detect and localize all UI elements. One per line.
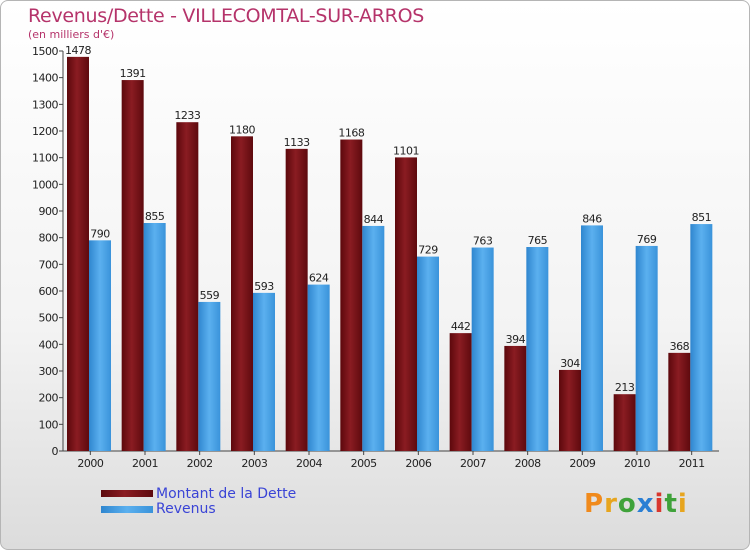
data-label: 1478 bbox=[65, 44, 91, 57]
bar-dette bbox=[67, 56, 89, 451]
bar-revenus bbox=[253, 292, 275, 451]
bar-revenus bbox=[526, 247, 549, 451]
legend-label-revenus: Revenus bbox=[156, 501, 216, 517]
y-tick-label: 600 bbox=[39, 285, 59, 298]
data-label: 729 bbox=[418, 244, 438, 257]
bar-revenus bbox=[417, 256, 439, 451]
bar-dette bbox=[285, 148, 308, 451]
legend-label-dette: Montant de la Dette bbox=[156, 486, 297, 502]
legend-swatch-dette bbox=[101, 490, 153, 497]
data-label: 1180 bbox=[229, 123, 255, 136]
chart-subtitle: (en milliers d'€) bbox=[28, 28, 115, 41]
data-label: 1391 bbox=[120, 67, 146, 80]
bar-revenus bbox=[471, 247, 494, 451]
x-tick-label: 2011 bbox=[679, 457, 705, 470]
bar-revenus bbox=[690, 224, 713, 451]
bar-revenus bbox=[581, 225, 603, 451]
y-tick-label: 1300 bbox=[32, 98, 58, 111]
data-label: 844 bbox=[364, 213, 384, 226]
y-tick-label: 1500 bbox=[32, 45, 58, 58]
y-tick-label: 100 bbox=[39, 418, 59, 431]
x-axis: 2000 2001 2002 2003 2004 2005 2006 2007 2008 2009… bbox=[63, 450, 719, 470]
x-tick-label: 2006 bbox=[405, 457, 431, 470]
data-label: 769 bbox=[637, 233, 657, 246]
x-tick-label: 2000 bbox=[77, 457, 103, 470]
y-axis: 0 100 200 300 400 500 600 700 800 900 1000 1100 1200… bbox=[32, 45, 64, 458]
bar-revenus bbox=[143, 223, 166, 451]
data-label: 304 bbox=[560, 357, 580, 370]
bar-dette bbox=[668, 352, 691, 451]
x-tick-label: 2009 bbox=[569, 457, 595, 470]
y-tick-label: 800 bbox=[39, 232, 59, 245]
data-label: 368 bbox=[670, 340, 690, 353]
bar-dette bbox=[176, 122, 199, 451]
bar-revenus bbox=[89, 240, 111, 451]
x-tick-label: 2010 bbox=[624, 457, 650, 470]
chart-title: Revenus/Dette - VILLECOMTAL-SUR-ARROS bbox=[28, 5, 424, 27]
x-tick-label: 2004 bbox=[296, 457, 322, 470]
data-label: 763 bbox=[473, 235, 493, 248]
data-label: 1101 bbox=[393, 144, 419, 157]
bar-dette bbox=[559, 369, 581, 451]
x-tick-label: 2008 bbox=[515, 457, 541, 470]
x-tick-label: 2005 bbox=[351, 457, 377, 470]
bar-revenus bbox=[362, 225, 385, 451]
legend bbox=[101, 490, 153, 513]
bar-dette bbox=[504, 345, 527, 451]
y-tick-label: 300 bbox=[39, 365, 59, 378]
y-tick-label: 1200 bbox=[32, 125, 58, 138]
data-label: 851 bbox=[692, 211, 712, 224]
y-tick-label: 400 bbox=[39, 338, 59, 351]
y-tick-label: 200 bbox=[39, 392, 59, 405]
bar-revenus bbox=[198, 301, 221, 451]
data-label: 790 bbox=[90, 227, 110, 240]
x-tick-label: 2003 bbox=[241, 457, 267, 470]
data-label: 855 bbox=[145, 210, 165, 223]
data-label: 559 bbox=[200, 289, 220, 302]
data-label: 765 bbox=[528, 234, 548, 247]
x-tick-label: 2002 bbox=[187, 457, 213, 470]
data-label: 1233 bbox=[174, 109, 200, 122]
data-label: 213 bbox=[615, 381, 635, 394]
x-tick-label: 2007 bbox=[460, 457, 486, 470]
bar-dette bbox=[449, 333, 472, 451]
bar-dette bbox=[613, 394, 636, 451]
y-tick-label: 1000 bbox=[32, 178, 58, 191]
bar-dette bbox=[395, 157, 417, 451]
y-tick-label: 0 bbox=[52, 445, 59, 458]
bar-dette bbox=[231, 136, 253, 452]
y-tick-label: 900 bbox=[39, 205, 59, 218]
bar-dette bbox=[121, 80, 144, 452]
data-label: 846 bbox=[582, 212, 602, 225]
data-label: 442 bbox=[451, 320, 471, 333]
data-label: 624 bbox=[309, 272, 329, 285]
y-tick-label: 1400 bbox=[32, 72, 58, 85]
data-label: 1133 bbox=[284, 136, 310, 149]
data-label: 593 bbox=[254, 280, 274, 293]
proxiti-logo: Proxiti bbox=[584, 489, 688, 519]
y-tick-label: 1100 bbox=[32, 152, 58, 165]
bar-revenus bbox=[635, 245, 658, 451]
data-label: 394 bbox=[506, 333, 526, 346]
data-labels-group: 1478 790 1391 855 1233 559 1180 593 1133 624 1168 8… bbox=[65, 44, 712, 394]
y-tick-label: 500 bbox=[39, 312, 59, 325]
bar-revenus bbox=[307, 284, 330, 451]
y-tick-label: 700 bbox=[39, 258, 59, 271]
data-label: 1168 bbox=[338, 127, 364, 140]
x-tick-label: 2001 bbox=[132, 457, 158, 470]
bar-dette bbox=[340, 139, 363, 452]
legend-swatch-revenus bbox=[101, 506, 153, 513]
bars-group bbox=[67, 56, 713, 452]
